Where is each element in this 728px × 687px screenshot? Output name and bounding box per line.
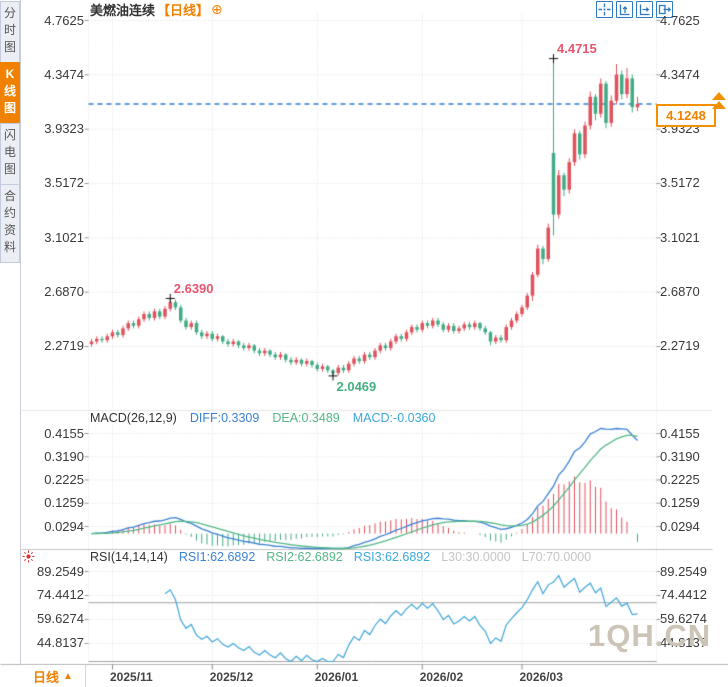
pan-to-latest-icon[interactable] [656, 1, 673, 18]
last-price-badge: 4.1248 [656, 104, 716, 128]
main-y-axis-label: 4.7625 [44, 12, 84, 28]
annotation-swing-high: 2.6390 [173, 280, 214, 296]
macd-y-axis-label: 0.3190 [660, 448, 700, 464]
sidebar: 分时图 K线图 闪电图 合约资料 [0, 0, 21, 665]
main-y-axis-label: 3.1021 [44, 229, 84, 245]
main-y-axis-label: 2.6870 [660, 284, 700, 300]
rsi-l70-value: L70:70.0000 [521, 550, 592, 564]
sidebar-item-time-chart[interactable]: 分时图 [0, 1, 20, 63]
scale-y-axis-icon[interactable] [616, 1, 633, 18]
main-y-axis-label: 4.3474 [44, 66, 84, 82]
main-y-axis-label: 3.5172 [660, 175, 700, 191]
main-y-axis-label: 2.6870 [44, 284, 84, 300]
main-y-axis-label: 3.1021 [660, 229, 700, 245]
rsi-y-axis-label: 44.8137 [37, 635, 84, 651]
annotation-spike-high: 4.4715 [557, 41, 597, 57]
rsi2-value: RSI2:62.6892 [266, 550, 343, 564]
instrument-title: 美燃油连续 [90, 2, 156, 18]
annotation-swing-low: 2.0469 [336, 379, 377, 395]
period-selector[interactable]: 日线 ▲ [21, 665, 86, 687]
rsi-params-label: RSI(14,14,14) [90, 550, 168, 564]
macd-y-axis-label: 0.4155 [660, 425, 700, 441]
main-y-axis-label: 2.2719 [44, 338, 84, 354]
watermark: 1QH.CN [588, 618, 712, 653]
rsi-y-axis-label: 89.2549 [660, 563, 707, 579]
rsi-header: RSI(14,14,14) RSI1:62.6892 RSI2:62.6892 … [90, 550, 591, 564]
sidebar-divider [20, 0, 21, 665]
macd-diff-value: DIFF:0.3309 [189, 411, 260, 425]
x-axis-label: 2026/03 [519, 670, 563, 684]
live-indicator-icon [22, 550, 35, 563]
add-indicator-icon[interactable]: ⊕ [211, 0, 223, 17]
sidebar-item-lightning-chart[interactable]: 闪电图 [0, 123, 20, 185]
rsi-y-axis-label: 89.2549 [37, 563, 84, 579]
main-y-axis-label: 4.7625 [660, 12, 700, 28]
macd-y-axis-label: 0.1259 [660, 495, 700, 511]
scroll-to-latest-icon[interactable] [711, 91, 727, 111]
macd-hist-value: MACD:-0.0360 [352, 411, 436, 425]
macd-y-axis-label: 0.0294 [44, 518, 84, 534]
rsi-y-axis-label: 74.4412 [37, 587, 84, 603]
rsi1-value: RSI1:62.6892 [178, 550, 256, 564]
rsi3-value: RSI3:62.6892 [353, 550, 431, 564]
crosshair-icon[interactable] [596, 1, 613, 18]
chart-toolbar [596, 1, 673, 18]
period-label: 日线 [33, 669, 60, 685]
macd-params-label: MACD(26,12,9) [90, 411, 177, 425]
rsi-y-axis-label: 74.4412 [660, 587, 707, 603]
macd-y-axis-label: 0.1259 [44, 495, 84, 511]
rsi-y-axis-label: 44.8137 [660, 635, 707, 651]
macd-y-axis-label: 0.2225 [660, 471, 700, 487]
chart-title-bar: 美燃油连续 【日线】 ⊕ [90, 0, 223, 18]
x-axis-label: 2025/12 [209, 670, 254, 684]
x-axis-label: 2026/02 [419, 670, 464, 684]
sidebar-item-kline-chart[interactable]: K线图 [0, 62, 20, 124]
rsi-y-axis-label: 59.6274 [37, 611, 84, 627]
macd-header: MACD(26,12,9) DIFF:0.3309 DEA:0.3489 MAC… [90, 411, 435, 425]
main-y-axis-label: 2.2719 [660, 338, 700, 354]
macd-y-axis-label: 0.4155 [44, 425, 84, 441]
macd-y-axis-label: 0.3190 [44, 448, 84, 464]
scale-x-axis-icon[interactable] [636, 1, 653, 18]
main-y-axis-label: 3.9323 [44, 121, 84, 137]
x-axis-label: 2025/11 [110, 670, 153, 684]
main-y-axis-label: 4.3474 [660, 66, 700, 82]
main-y-axis-label: 3.5172 [44, 175, 84, 191]
sidebar-item-contract-info[interactable]: 合约资料 [0, 184, 20, 263]
macd-y-axis-label: 0.0294 [660, 518, 700, 534]
macd-y-axis-label: 0.2225 [44, 471, 84, 487]
macd-dea-value: DEA:0.3489 [272, 411, 340, 425]
period-tag: 【日线】 [157, 2, 210, 18]
chevron-up-icon: ▲ [63, 670, 73, 682]
x-axis-label: 2026/01 [314, 670, 359, 684]
rsi-l30-value: L30:30.0000 [441, 550, 511, 564]
rsi-y-axis-label: 59.6274 [660, 611, 707, 627]
